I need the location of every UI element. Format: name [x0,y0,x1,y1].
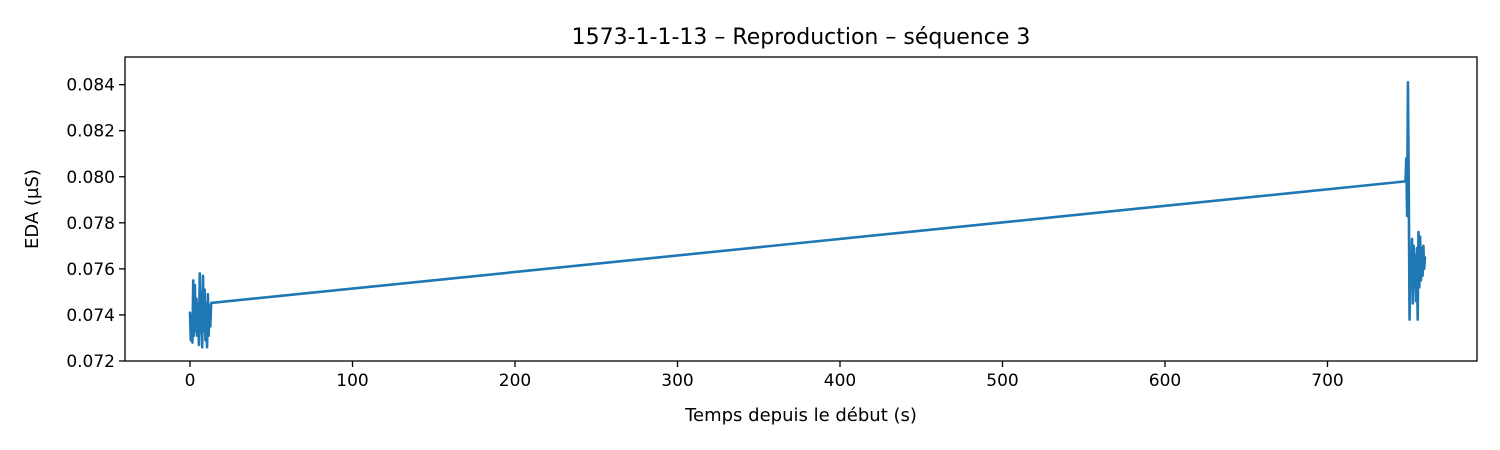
chart-title: 1573-1-1-13 – Reproduction – séquence 3 [572,25,1031,50]
y-tick-label: 0.082 [66,122,115,142]
x-tick-label: 700 [1311,371,1343,391]
x-tick-label: 200 [499,371,531,391]
x-tick-label: 500 [986,371,1018,391]
x-axis-label: Temps depuis le début (s) [684,405,917,426]
y-axis: 0.072 0.074 0.076 0.078 0.080 0.082 0.084 [66,76,125,372]
y-tick-label: 0.072 [66,352,115,372]
x-tick-label: 100 [336,371,368,391]
x-tick-label: 400 [824,371,856,391]
series-line [188,81,1427,349]
y-tick-label: 0.084 [66,76,115,96]
plot-area [188,81,1427,349]
x-axis: 0 100 200 300 400 500 600 700 [185,361,1344,391]
y-tick-label: 0.078 [66,214,115,234]
y-tick-label: 0.076 [66,260,115,280]
x-tick-label: 600 [1149,371,1181,391]
y-tick-label: 0.074 [66,306,115,326]
y-tick-label: 0.080 [66,168,115,188]
x-tick-label: 300 [661,371,693,391]
x-tick-label: 0 [185,371,196,391]
axes-frame [124,56,1478,362]
y-axis-label: EDA (µS) [22,169,43,249]
